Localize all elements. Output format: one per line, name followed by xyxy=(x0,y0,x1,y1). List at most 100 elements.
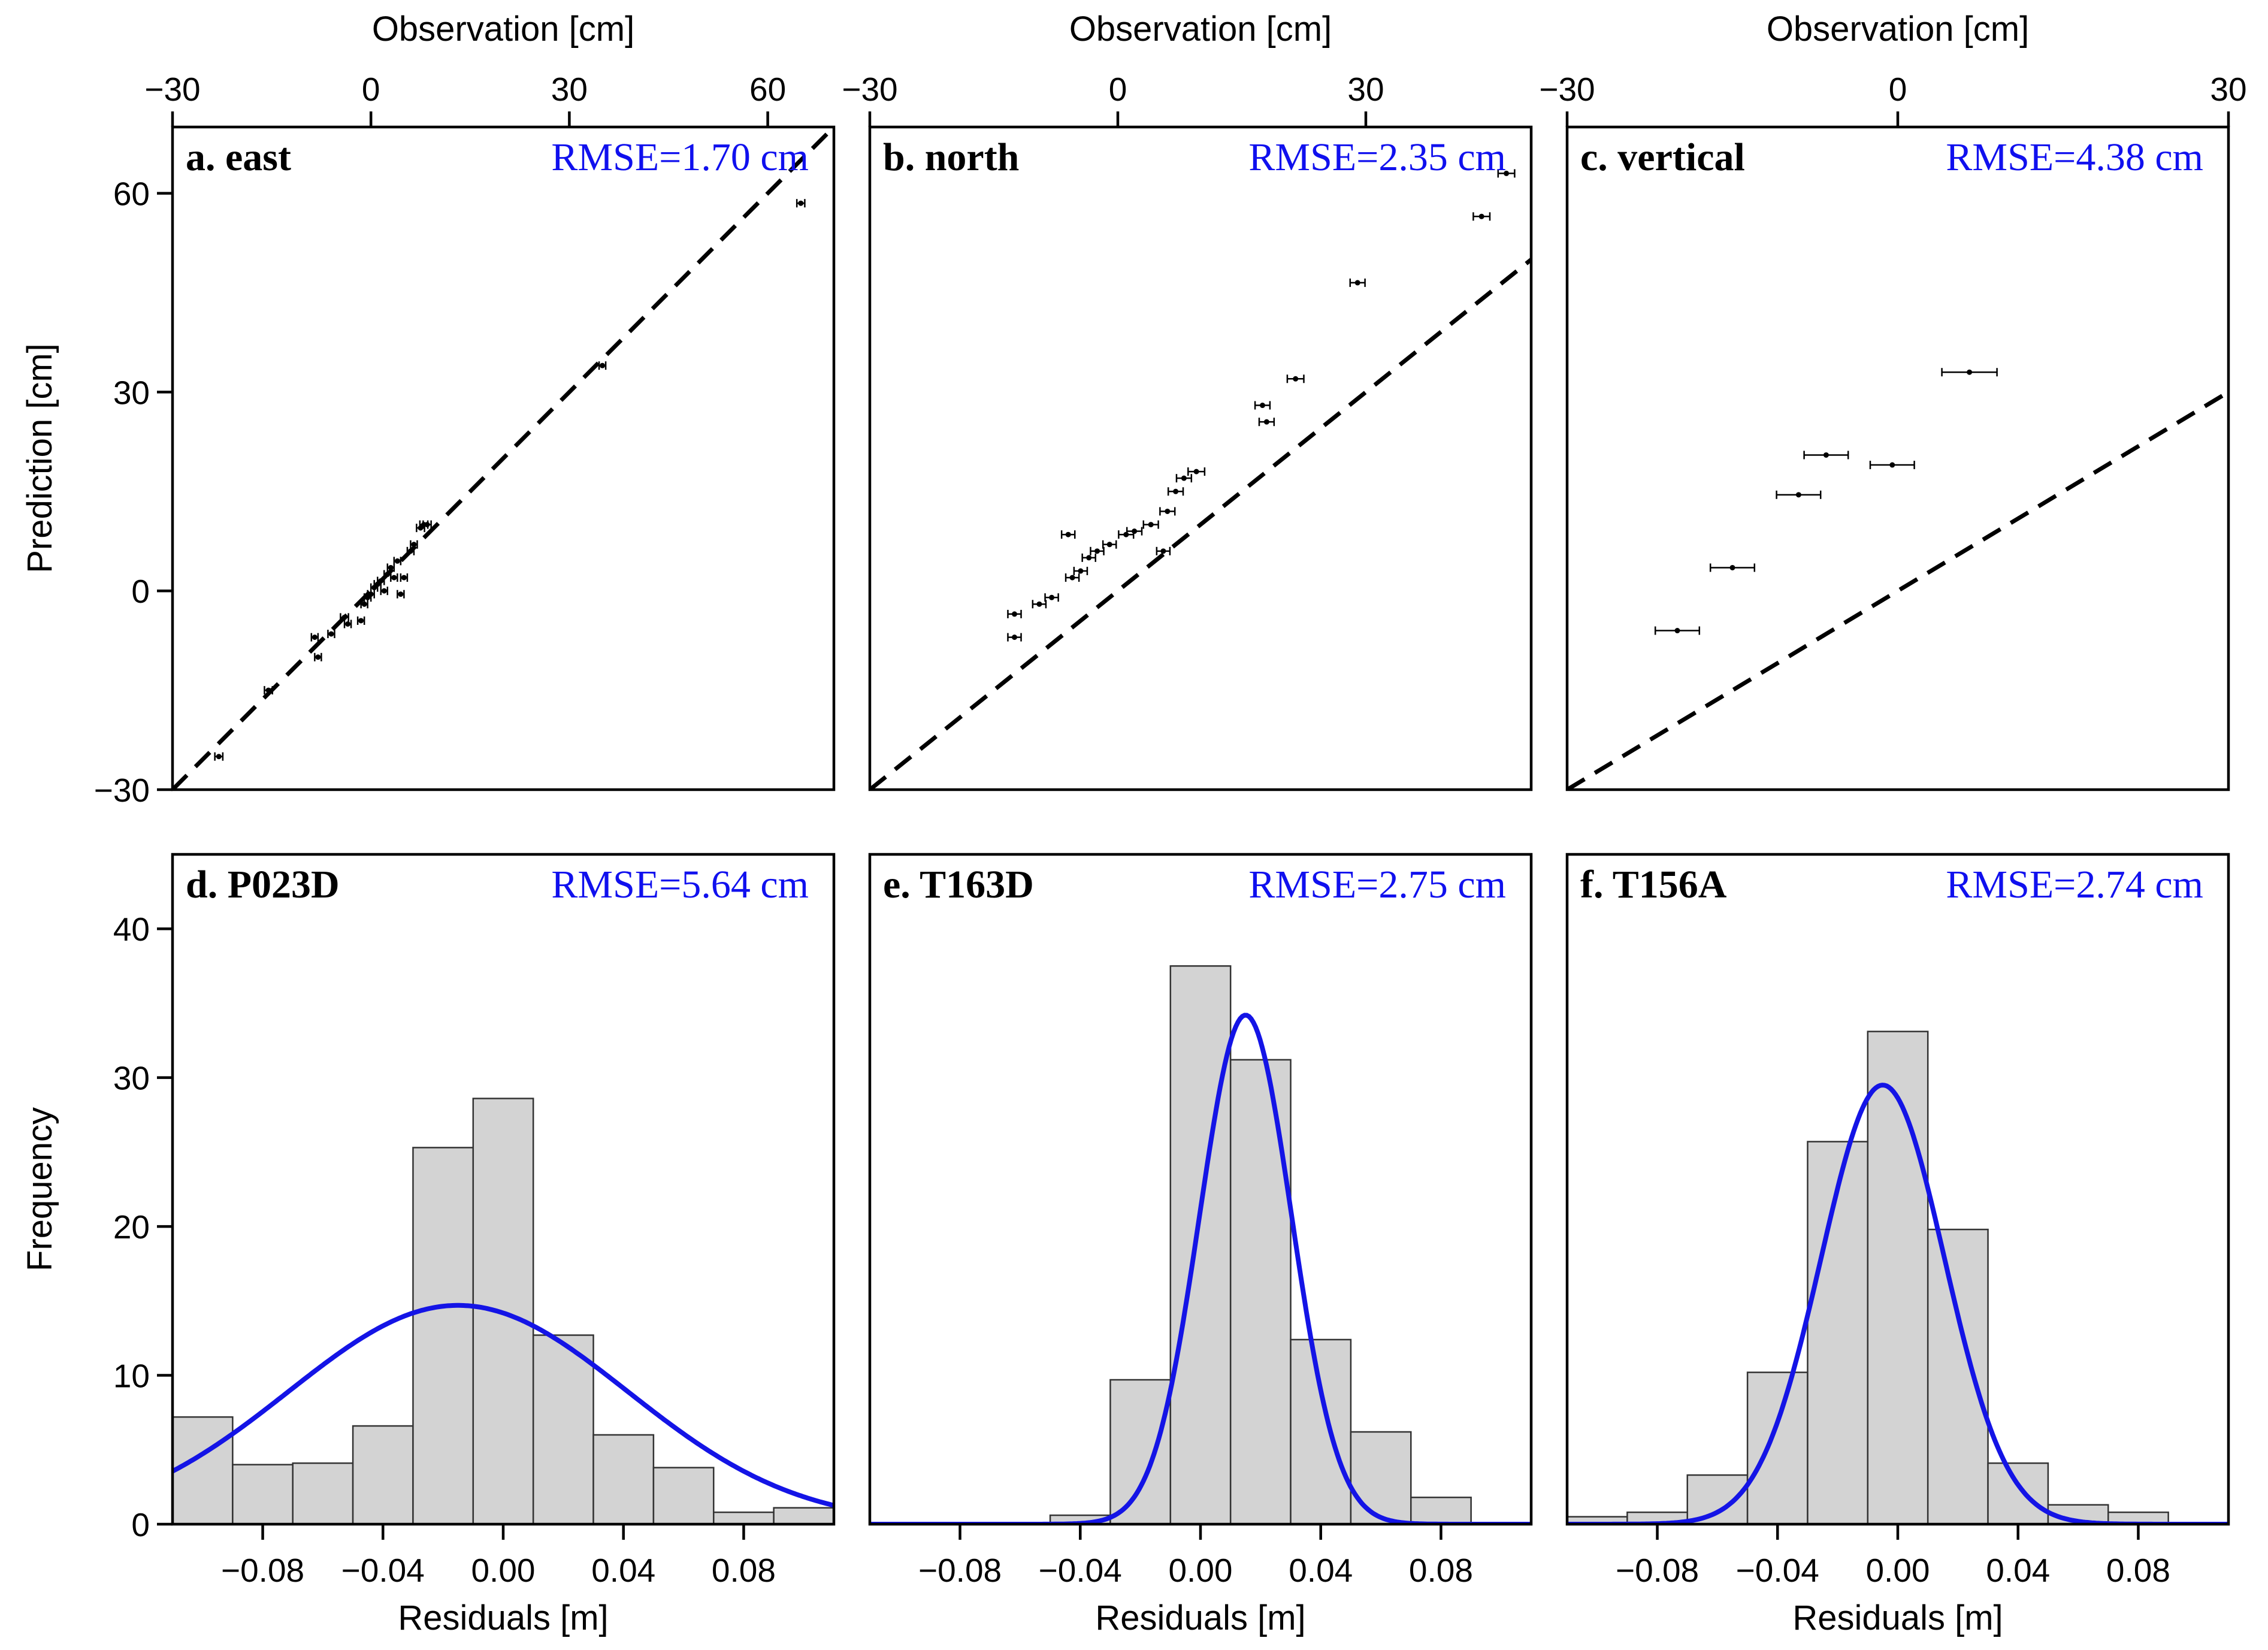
data-point xyxy=(393,557,402,566)
data-point xyxy=(380,587,389,596)
histogram-bar xyxy=(1109,1379,1172,1524)
histogram-bar xyxy=(1350,1431,1412,1524)
data-point xyxy=(1007,609,1022,618)
plot-area xyxy=(173,127,834,790)
data-point xyxy=(1090,546,1105,555)
x-tick-label: 0.08 xyxy=(1409,1552,1473,1589)
panel-c: −30 0 30 Observation [cm] c. vertical RMSE=4.… xyxy=(1539,10,2247,791)
data-point xyxy=(1709,563,1756,572)
rmse-label: RMSE=2.75 cm xyxy=(1248,863,1506,906)
data-point xyxy=(1472,212,1491,221)
plot-frame xyxy=(868,125,1533,791)
rmse-label: RMSE=2.74 cm xyxy=(1946,863,2203,906)
x-tick-label: 30 xyxy=(551,71,588,108)
plot-area xyxy=(1567,368,2228,790)
plot-area xyxy=(870,169,1531,790)
point-marker xyxy=(1160,548,1166,554)
point-marker xyxy=(1193,469,1199,475)
x-tick-label: −30 xyxy=(144,71,200,108)
point-marker xyxy=(600,362,606,368)
histogram-bar xyxy=(773,1507,834,1524)
point-marker xyxy=(388,564,394,570)
data-point xyxy=(1060,530,1076,539)
data-point xyxy=(422,520,432,529)
histogram-bar xyxy=(412,1147,474,1524)
histogram-bar xyxy=(1867,1031,1929,1524)
point-marker xyxy=(328,631,334,637)
point-marker xyxy=(345,621,351,627)
x-tick-label: 0.04 xyxy=(1986,1552,2050,1589)
point-marker xyxy=(1165,508,1171,514)
histogram-bar xyxy=(1229,1059,1292,1524)
panel-title: b. north xyxy=(883,135,1019,179)
data-point xyxy=(1175,474,1193,483)
histogram-bar xyxy=(1987,1462,2049,1524)
data-point xyxy=(1187,467,1206,476)
histogram-bar xyxy=(2107,1511,2169,1524)
point-marker xyxy=(315,654,321,660)
data-point xyxy=(1081,553,1096,562)
point-marker xyxy=(411,542,417,548)
point-marker xyxy=(1069,575,1075,581)
data-point xyxy=(1349,278,1366,287)
point-marker xyxy=(394,558,400,564)
plot-frame xyxy=(1565,125,2230,791)
y-axis-title: Prediction [cm] xyxy=(20,343,59,573)
data-point xyxy=(386,563,395,572)
x-tick-label: −0.04 xyxy=(1736,1552,1819,1589)
point-marker xyxy=(1123,531,1129,537)
plot-area xyxy=(1567,1031,2228,1524)
point-marker xyxy=(1260,403,1265,409)
x-tick-label: 0.00 xyxy=(1865,1552,1930,1589)
plot-area xyxy=(870,965,1531,1524)
point-marker xyxy=(1012,611,1017,617)
histogram-bar xyxy=(1746,1371,1809,1524)
x-tick-label: 0.08 xyxy=(712,1552,776,1589)
panel-a: −30 0 30 60 −30 0 30 60 Observation [cm] Predicti… xyxy=(20,10,836,809)
data-point xyxy=(1497,169,1516,178)
panel-title: a. east xyxy=(186,135,291,179)
plot-frame xyxy=(171,125,836,791)
histogram-bar xyxy=(532,1334,594,1524)
x-axis-title: Residuals [m] xyxy=(1792,1598,2003,1637)
data-point xyxy=(1044,593,1059,602)
y-tick-label: 10 xyxy=(113,1358,150,1395)
data-point xyxy=(327,630,335,639)
x-tick-label: −0.08 xyxy=(221,1552,304,1589)
x-tick-label: −0.04 xyxy=(341,1552,425,1589)
data-point xyxy=(1258,418,1275,427)
data-point xyxy=(1073,567,1088,576)
histogram-bar xyxy=(1927,1228,1989,1524)
point-marker xyxy=(1478,213,1484,219)
data-point xyxy=(406,546,415,555)
point-marker xyxy=(1729,564,1735,570)
x-tick-label: 0.04 xyxy=(1289,1552,1353,1589)
x-tick-label: 0.00 xyxy=(471,1552,535,1589)
point-marker xyxy=(1354,280,1360,286)
point-marker xyxy=(265,687,271,693)
data-point xyxy=(1102,540,1117,549)
point-marker xyxy=(1181,475,1187,481)
point-marker xyxy=(1263,419,1269,425)
x-axis-title: Observation [cm] xyxy=(372,10,634,49)
panel-title: c. vertical xyxy=(1580,135,1745,179)
histogram-bar xyxy=(1686,1474,1749,1524)
point-marker xyxy=(1106,542,1112,548)
histogram-bar xyxy=(1290,1338,1352,1524)
data-point xyxy=(367,590,375,599)
point-marker xyxy=(378,578,384,584)
one-to-one-line xyxy=(173,127,834,790)
histogram-bar xyxy=(173,1416,234,1524)
y-tick-label: 30 xyxy=(113,374,150,411)
x-axis-title: Residuals [m] xyxy=(398,1598,608,1637)
data-point xyxy=(1007,633,1022,642)
point-marker xyxy=(1173,488,1179,494)
data-point xyxy=(1803,451,1849,460)
panel-d: −0.08 −0.04 0.00 0.04 0.08 0 10 20 30 40 Residuals… xyxy=(20,853,836,1637)
data-point xyxy=(1159,507,1176,516)
x-axis-title: Observation [cm] xyxy=(1767,10,2029,49)
data-point xyxy=(1869,461,1915,470)
data-point xyxy=(796,199,806,208)
data-point xyxy=(1654,626,1701,635)
normal-fit-curve xyxy=(173,1303,834,1508)
